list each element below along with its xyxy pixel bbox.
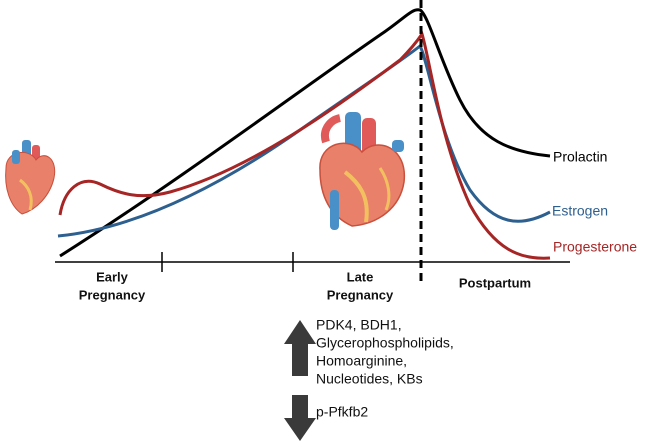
up-item: Nucleotides, KBs [316, 371, 423, 387]
progesterone-curve [58, 30, 551, 260]
up-item: Glycerophospholipids, [316, 335, 454, 351]
phase-label: Pregnancy [327, 287, 394, 302]
curve-label: Progesterone [553, 239, 637, 255]
up-arrow [284, 320, 316, 376]
up-item: PDK4, BDH1, [316, 317, 402, 333]
heart-icon [5, 140, 56, 215]
phase-label: Late [347, 269, 374, 284]
heart-icon [319, 112, 405, 230]
down-arrow [284, 395, 316, 441]
phase-label: Early [96, 269, 129, 284]
curve-label: Prolactin [553, 149, 607, 165]
prolactin-curve [59, 8, 551, 258]
phase-label: Pregnancy [79, 287, 146, 302]
up-item: Homoarginine, [316, 353, 407, 369]
estrogen-curve [57, 43, 551, 238]
curve-label: Estrogen [552, 203, 608, 219]
down-item: p-Pfkfb2 [316, 404, 368, 420]
phase-label: Postpartum [459, 275, 531, 290]
